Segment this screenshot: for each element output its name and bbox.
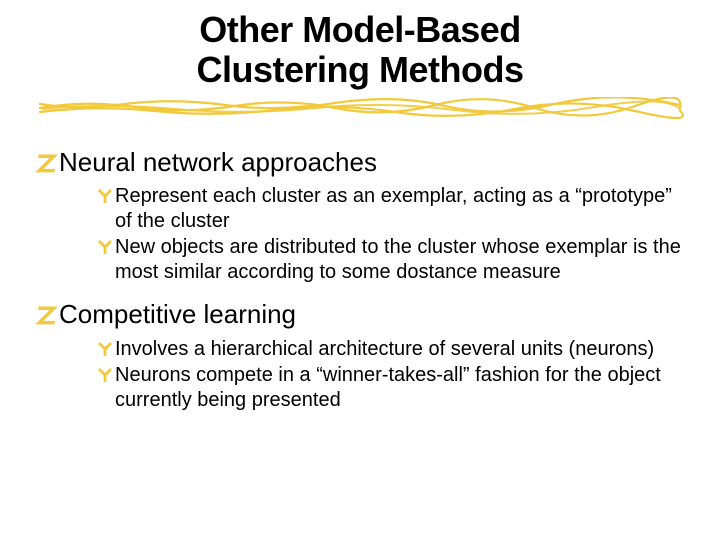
list-item: Represent each cluster as an exemplar, a… (97, 184, 690, 234)
list-item: Involves a hierarchical architecture of … (97, 337, 690, 362)
content-area: Neural network approaches Represent each… (0, 119, 720, 412)
slide-title: Other Model-Based Clustering Methods (0, 10, 720, 89)
title-line-1: Other Model-Based (199, 9, 521, 50)
z-bullet-icon (35, 153, 57, 175)
z-bullet-icon (35, 305, 57, 327)
section-heading: Competitive learning (35, 299, 690, 330)
list-item-text: Represent each cluster as an exemplar, a… (115, 184, 690, 234)
title-underline (35, 97, 685, 119)
y-bullet-icon (97, 341, 113, 357)
sub-list: Represent each cluster as an exemplar, a… (35, 184, 690, 285)
scribble-underline-icon (35, 97, 685, 119)
title-line-2: Clustering Methods (196, 49, 523, 90)
sub-list: Involves a hierarchical architecture of … (35, 337, 690, 413)
section-heading-text: Neural network approaches (59, 147, 377, 178)
title-block: Other Model-Based Clustering Methods (0, 0, 720, 119)
y-bullet-icon (97, 367, 113, 383)
list-item-text: New objects are distributed to the clust… (115, 235, 690, 285)
list-item-text: Neurons compete in a “winner-takes-all” … (115, 363, 690, 413)
section-heading: Neural network approaches (35, 147, 690, 178)
y-bullet-icon (97, 239, 113, 255)
section-heading-text: Competitive learning (59, 299, 296, 330)
list-item: Neurons compete in a “winner-takes-all” … (97, 363, 690, 413)
list-item: New objects are distributed to the clust… (97, 235, 690, 285)
list-item-text: Involves a hierarchical architecture of … (115, 337, 654, 362)
slide: Other Model-Based Clustering Methods Neu… (0, 0, 720, 540)
y-bullet-icon (97, 188, 113, 204)
